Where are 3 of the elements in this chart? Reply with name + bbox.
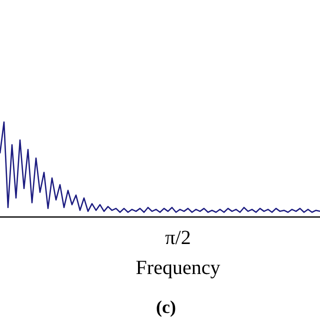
text: π/2 bbox=[165, 227, 191, 249]
text: (c) bbox=[156, 297, 176, 317]
x-axis-title: Frequency bbox=[136, 257, 220, 279]
